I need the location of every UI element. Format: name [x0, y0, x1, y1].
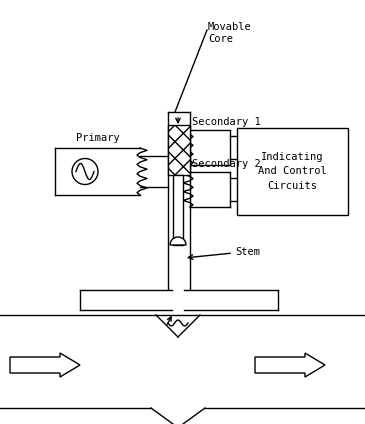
- Wedge shape: [170, 237, 186, 245]
- Text: Movable
Core: Movable Core: [208, 22, 252, 44]
- Bar: [80, 290, 278, 310]
- Text: Secondary 2: Secondary 2: [192, 159, 261, 169]
- Bar: [237, 128, 348, 215]
- Text: Secondary 1: Secondary 1: [192, 117, 261, 127]
- Text: Stem: Stem: [235, 247, 260, 257]
- Text: Indicating
And Control
Circuits: Indicating And Control Circuits: [258, 152, 327, 191]
- Bar: [168, 125, 190, 175]
- Bar: [168, 125, 190, 175]
- Polygon shape: [10, 353, 80, 377]
- Bar: [173, 175, 183, 245]
- Polygon shape: [255, 353, 325, 377]
- Text: Primary: Primary: [76, 133, 119, 143]
